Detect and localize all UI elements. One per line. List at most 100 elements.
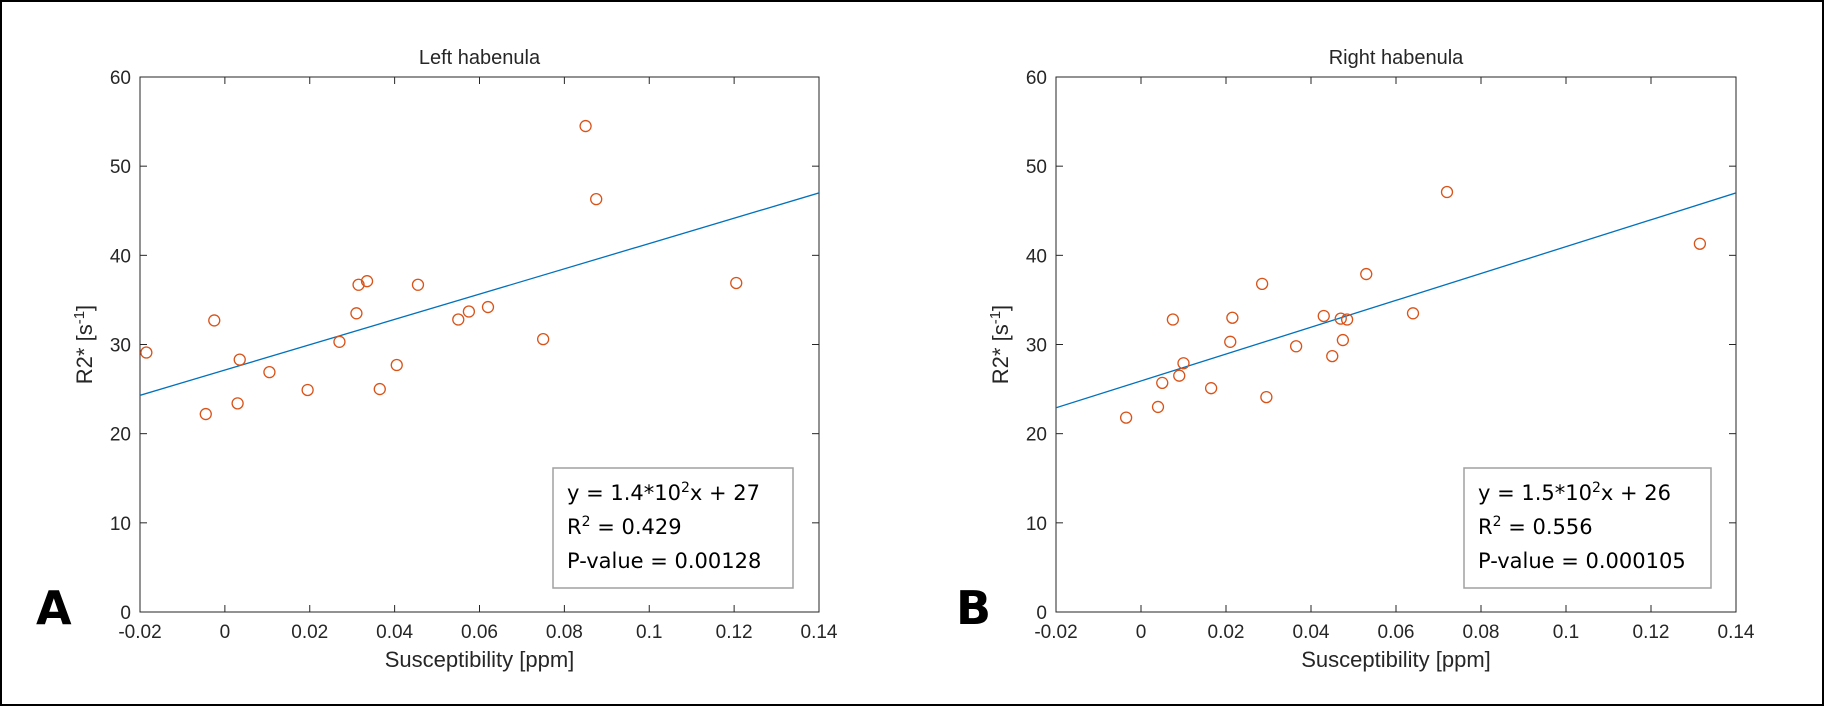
- x-tick-label: 0: [1136, 622, 1147, 643]
- data-point: [301, 383, 314, 397]
- data-point: [1177, 357, 1190, 370]
- x-axis-label: Susceptibility [ppm]: [1301, 647, 1491, 672]
- data-point: [1224, 335, 1237, 348]
- chart-panel-b: -0.02 0 0.02 0.04 0.06 0.08 0.1 0.12 0.140102030…: [956, 47, 1755, 672]
- data-point: [373, 382, 386, 396]
- x-tick-label: 0.12: [716, 622, 753, 643]
- x-tick-label: -0.02: [118, 622, 161, 643]
- fit-legend: y = 1.4*102x + 27 R2 = 0.429 P-value = 0.0…: [552, 467, 794, 589]
- data-point: [1289, 340, 1303, 353]
- data-point: [730, 276, 743, 290]
- fit-r-squared: R2 = 0.556: [1478, 514, 1593, 539]
- data-point: [350, 307, 363, 320]
- data-point: [1204, 382, 1218, 395]
- x-tick-label: 0.04: [376, 622, 413, 643]
- data-point: [579, 119, 592, 133]
- data-point: [1226, 311, 1239, 324]
- data-point: [360, 275, 374, 288]
- chart-panel-a: -0.02 0 0.02 0.04 0.06 0.08 0.1 0.12 0.140102030…: [36, 47, 838, 672]
- fit-p-value: P-value = 0.000105: [1478, 549, 1686, 573]
- y-axis-label: R2* [s-1]: [71, 305, 97, 384]
- regression-line: [140, 192, 819, 396]
- data-point: [537, 332, 550, 346]
- fit-r-squared-suffix: = 0.556: [1502, 515, 1593, 539]
- data-layer: [1056, 185, 1736, 424]
- data-point: [1340, 313, 1354, 326]
- y-tick-label: 60: [1026, 68, 1047, 89]
- y-axis-label-main: R2* [s: [72, 324, 97, 384]
- data-point: [462, 305, 476, 318]
- fit-legend-box: [1463, 467, 1712, 589]
- fit-equation: y = 1.5*102x + 26: [1478, 480, 1671, 505]
- x-tick-label: 0.06: [1378, 622, 1415, 643]
- data-point: [1406, 307, 1420, 320]
- x-tick-label: 0.02: [291, 622, 328, 643]
- x-axis-label: Susceptibility [ppm]: [385, 647, 575, 672]
- data-point: [1119, 411, 1133, 424]
- data-point: [1260, 390, 1273, 404]
- data-point: [333, 335, 346, 348]
- y-tick-label: 0: [120, 603, 131, 624]
- y-tick-label: 30: [1026, 336, 1047, 357]
- fit-r-squared-prefix: R: [567, 515, 582, 539]
- fit-r-squared-superscript: 2: [1493, 514, 1502, 530]
- fit-p-value: P-value = 0.00128: [567, 549, 761, 573]
- data-point: [1166, 313, 1180, 326]
- data-layer: [140, 119, 819, 421]
- x-tick-label: 0.08: [546, 622, 583, 643]
- x-tick-label: 0.02: [1208, 622, 1245, 643]
- data-point: [1440, 185, 1454, 199]
- data-point: [199, 407, 212, 421]
- fit-equation-prefix: y = 1.4*10: [567, 481, 681, 505]
- x-tick-label: 0.1: [636, 622, 662, 643]
- fit-legend-box: [552, 467, 794, 589]
- panel-letter: B: [956, 581, 991, 635]
- data-point: [1156, 376, 1169, 389]
- x-tick-label: 0.14: [801, 622, 838, 643]
- data-point: [1336, 333, 1350, 347]
- panel-letter: A: [36, 581, 72, 635]
- fit-equation-suffix: x + 26: [1601, 481, 1671, 505]
- chart-title: Left habenula: [419, 47, 541, 69]
- x-tick-label: 0.14: [1718, 622, 1755, 643]
- data-point: [1173, 369, 1186, 382]
- y-tick-label: 0: [1036, 603, 1047, 624]
- data-point: [1317, 309, 1330, 323]
- y-tick-label: 50: [1026, 157, 1047, 178]
- fit-r-squared: R2 = 0.429: [567, 514, 682, 539]
- fit-equation-suffix: x + 27: [690, 481, 760, 505]
- data-point: [352, 278, 365, 291]
- x-tick-label: 0.08: [1463, 622, 1500, 643]
- y-tick-label: 50: [110, 157, 131, 178]
- data-point: [590, 193, 603, 206]
- y-tick-label: 10: [1026, 514, 1047, 535]
- data-point: [231, 397, 244, 410]
- data-point: [452, 313, 465, 326]
- y-axis-label-main: R2* [s: [988, 324, 1013, 384]
- data-point: [481, 300, 495, 314]
- chart-title: Right habenula: [1329, 47, 1464, 69]
- data-point: [1151, 400, 1165, 414]
- y-axis-label-superscript: -1: [987, 311, 1004, 324]
- data-point: [1334, 312, 1347, 325]
- y-axis-label-close: ]: [988, 305, 1013, 311]
- data-point: [140, 346, 153, 359]
- y-axis-label-superscript: -1: [71, 311, 88, 324]
- data-point: [208, 314, 221, 327]
- fit-equation-superscript: 2: [1592, 480, 1601, 496]
- y-tick-label: 40: [1026, 246, 1047, 267]
- fit-equation-prefix: y = 1.5*10: [1478, 481, 1592, 505]
- fit-equation: y = 1.4*102x + 27: [567, 480, 760, 505]
- data-point: [1326, 349, 1339, 363]
- y-tick-label: 10: [110, 514, 131, 535]
- fit-r-squared-prefix: R: [1478, 515, 1493, 539]
- x-tick-label: 0.1: [1553, 622, 1579, 643]
- y-tick-label: 20: [1026, 425, 1047, 446]
- fit-equation-superscript: 2: [681, 480, 690, 496]
- data-point: [233, 353, 246, 366]
- x-tick-label: 0.06: [461, 622, 498, 643]
- y-tick-label: 60: [110, 68, 131, 89]
